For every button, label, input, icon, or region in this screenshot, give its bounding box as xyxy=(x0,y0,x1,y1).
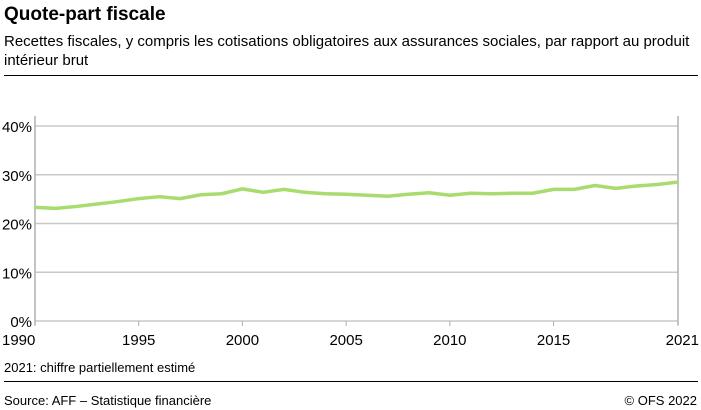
top-divider xyxy=(4,75,698,76)
y-tick-label: 10% xyxy=(2,265,32,282)
x-tick-label: 1995 xyxy=(122,332,155,349)
x-tick-label: 2010 xyxy=(433,332,466,349)
x-tick-label: 1990 xyxy=(2,332,35,349)
chart-subtitle: Recettes fiscales, y compris les cotisat… xyxy=(4,33,690,69)
y-tick-label: 40% xyxy=(2,119,32,136)
y-tick-label: 20% xyxy=(2,217,32,234)
y-tick-label: 0% xyxy=(10,314,32,331)
copyright: © OFS 2022 xyxy=(624,393,697,408)
x-tick-label: 2021 xyxy=(666,332,699,349)
chart-title: Quote-part fiscale xyxy=(4,4,166,25)
x-tick-label: 2005 xyxy=(329,332,362,349)
bottom-divider xyxy=(4,381,698,382)
y-tick-label: 30% xyxy=(2,168,32,185)
source: Source: AFF – Statistique financière xyxy=(4,393,212,408)
x-tick-label: 2015 xyxy=(537,332,570,349)
line-chart: 0% 10% 20% 30% 40% 1990 1995 2000 2005 2010 2015 20… xyxy=(2,116,699,349)
x-tick-label: 2000 xyxy=(226,332,259,349)
footnote: 2021: chiffre partiellement estimé xyxy=(4,360,196,375)
series-line xyxy=(34,180,679,211)
